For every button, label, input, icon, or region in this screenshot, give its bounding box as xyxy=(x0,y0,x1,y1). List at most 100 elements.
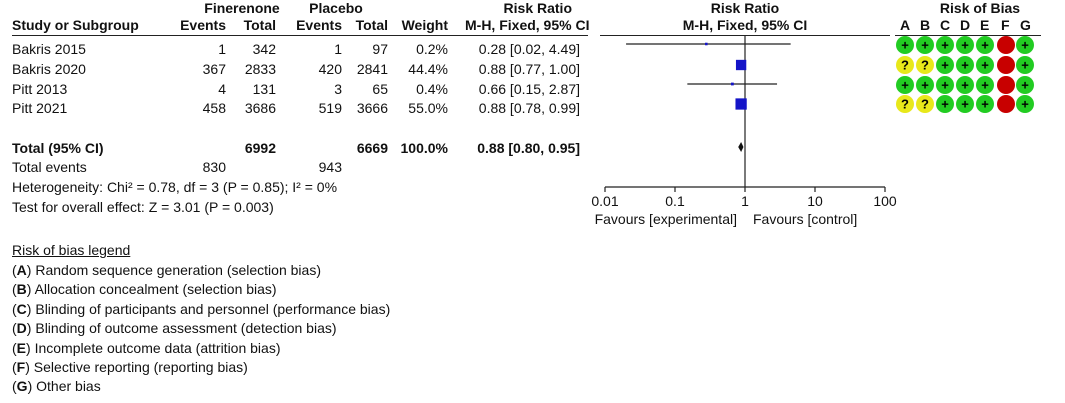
bias-judgement-low: + xyxy=(1016,76,1034,94)
bias-letter-b: B xyxy=(920,17,931,33)
bias-symbol: + xyxy=(1021,58,1029,73)
x-tick-label: 0.1 xyxy=(665,193,685,209)
weight-value: 0.2% xyxy=(416,41,448,57)
legend-text: Other bias xyxy=(36,378,101,395)
total1-value: 2833 xyxy=(244,61,276,77)
bias-circle xyxy=(976,56,994,74)
heterogeneity-text: Heterogeneity: Chi² = 0.78, df = 3 (P = … xyxy=(12,179,338,195)
bias-judgement-low: + xyxy=(976,36,994,54)
total2-sum: 6669 xyxy=(356,140,388,156)
bias-letters: A B C D E F G xyxy=(895,17,1065,34)
bias-letter-c: C xyxy=(940,17,951,33)
study-square xyxy=(730,82,734,86)
total-events2: 943 xyxy=(318,159,342,175)
legend-text: Blinding of participants and personnel (… xyxy=(35,300,391,317)
study-name: Bakris 2020 xyxy=(12,61,86,77)
bias-judgement-low: + xyxy=(896,76,914,94)
bias-circle xyxy=(896,56,914,74)
group-header-experimental: Finerenone xyxy=(204,0,280,16)
total1-value: 342 xyxy=(252,41,276,57)
bias-judgement-low: + xyxy=(1016,56,1034,74)
bias-judgement-low: + xyxy=(896,36,914,54)
study-square xyxy=(735,98,747,110)
total-diamond xyxy=(738,142,744,152)
legend-item: (A) Random sequence generation (selectio… xyxy=(12,262,321,279)
legend-text: Blinding of outcome assessment (detectio… xyxy=(35,320,337,337)
bias-circle xyxy=(896,36,914,54)
bias-symbol: + xyxy=(981,38,989,53)
bias-symbol: + xyxy=(1021,38,1029,53)
legend-item: (G) Other bias xyxy=(12,378,101,395)
bias-circle xyxy=(1016,36,1034,54)
bias-symbol: + xyxy=(901,38,909,53)
bias-circle xyxy=(976,36,994,54)
bias-judgement-low: + xyxy=(976,95,994,113)
weight-value: 55.0% xyxy=(408,100,448,116)
bias-circle xyxy=(976,76,994,94)
study-column-header: Study or Subgroup xyxy=(12,17,139,33)
x-tick-label: 1 xyxy=(741,193,749,209)
weight-value: 44.4% xyxy=(408,61,448,77)
study-square xyxy=(705,42,708,46)
ci-text: 0.88 [0.77, 1.00] xyxy=(478,61,580,77)
total2-value: 3666 xyxy=(356,100,388,116)
bias-symbol: + xyxy=(921,78,929,93)
total1-value: 131 xyxy=(252,81,276,97)
total1-value: 3686 xyxy=(244,100,276,116)
plot-method-header: M-H, Fixed, 95% CI xyxy=(682,17,808,33)
bias-judgement-low: + xyxy=(1016,95,1034,113)
legend-text: Selective reporting (reporting bias) xyxy=(33,359,248,375)
bias-circle xyxy=(997,56,1015,74)
legend-key: (C) xyxy=(12,300,36,317)
ci-text: 0.28 [0.02, 4.49] xyxy=(478,41,580,57)
legend-key: (A) xyxy=(12,262,36,278)
total2-value: 97 xyxy=(372,41,388,57)
bias-letter-a: A xyxy=(900,17,911,33)
bias-circle xyxy=(956,56,974,74)
events2-value: 420 xyxy=(318,61,342,77)
total-ci-text: 0.88 [0.80, 0.95] xyxy=(477,140,580,156)
bias-symbol: ? xyxy=(901,58,909,73)
bias-circle xyxy=(1016,95,1034,113)
study-name: Bakris 2015 xyxy=(12,41,86,57)
bias-circle xyxy=(956,76,974,94)
bias-circle xyxy=(936,56,954,74)
bias-judgement-high xyxy=(997,36,1015,54)
bias-circle xyxy=(916,76,934,94)
bias-judgement-low: + xyxy=(956,36,974,54)
total-events-label: Total events xyxy=(12,159,87,175)
bias-judgement-high xyxy=(997,76,1015,94)
rr-method-header: M-H, Fixed, 95% CI xyxy=(465,17,590,33)
study-name: Pitt 2013 xyxy=(12,81,68,97)
bias-circle xyxy=(936,36,954,54)
bias-circle xyxy=(976,95,994,113)
bias-symbol: + xyxy=(961,97,969,112)
overall-effect-text: Test for overall effect: Z = 3.01 (P = 0… xyxy=(12,199,274,215)
plot-column-title: Risk Ratio xyxy=(710,0,780,16)
total-events1: 830 xyxy=(202,159,226,175)
study-name: Pitt 2021 xyxy=(12,100,68,116)
bias-judgement-unclear: ? xyxy=(896,95,914,113)
bias-judgement-low: + xyxy=(936,36,954,54)
favours-control-label: Favours [control] xyxy=(753,211,857,227)
bias-judgement-low: + xyxy=(956,56,974,74)
bias-symbol: + xyxy=(981,97,989,112)
total2-header: Total xyxy=(355,17,388,33)
bias-judgement-unclear: ? xyxy=(896,56,914,74)
study-square xyxy=(735,59,747,71)
total2-value: 65 xyxy=(372,81,388,97)
legend-key: (B) xyxy=(12,281,35,298)
legend-text: Random sequence generation (selection bi… xyxy=(35,262,321,278)
bias-symbol: + xyxy=(961,38,969,53)
legend-key: (F) xyxy=(12,359,34,375)
events2-value: 519 xyxy=(318,100,342,116)
legend-key: (E) xyxy=(12,339,35,356)
bias-symbol: + xyxy=(981,78,989,93)
legend-key: (D) xyxy=(12,320,36,337)
bias-symbol: ? xyxy=(921,97,929,112)
header-rule-table xyxy=(12,35,588,36)
bias-circle xyxy=(936,95,954,113)
x-tick-label: 0.01 xyxy=(591,193,618,209)
bias-letter-d: D xyxy=(960,17,971,33)
events1-value: 458 xyxy=(202,100,226,116)
